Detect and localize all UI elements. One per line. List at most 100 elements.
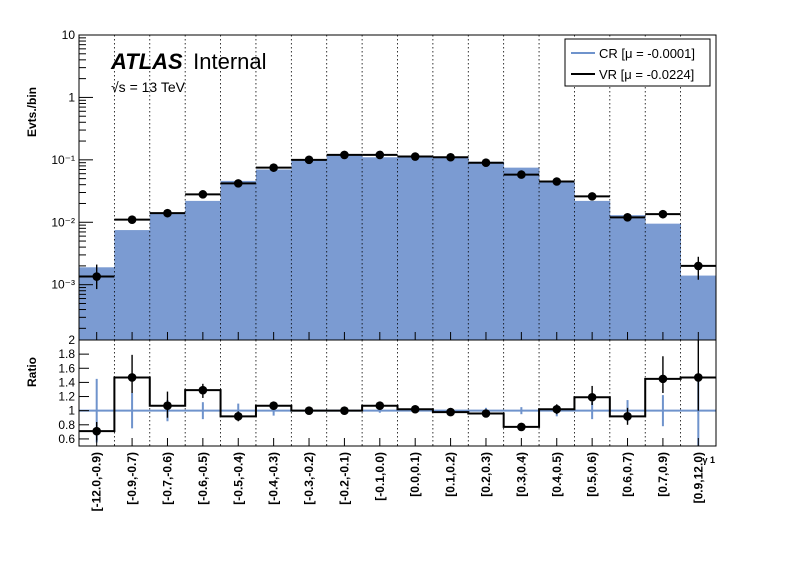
cr-bar	[114, 230, 151, 340]
ratio-y-axis-title: Ratio	[25, 357, 39, 387]
vr-point	[304, 155, 314, 165]
cr-histogram	[79, 154, 717, 340]
cr-bar	[680, 275, 717, 340]
main-y-tick-label: 10⁻¹	[51, 153, 75, 167]
vr-point	[517, 170, 526, 179]
ratio-y-axis: 0.60.811.21.41.61.82	[58, 333, 89, 446]
cr-bar	[362, 157, 398, 340]
vr-ratio-point	[623, 412, 632, 421]
vr-ratio-point	[658, 374, 668, 384]
category-label: [-0.1,0.0)	[373, 452, 387, 501]
main-x-ticks	[96, 332, 699, 340]
cr-bar	[220, 180, 257, 340]
main-y-axis: 10 1 10⁻¹ 10⁻² 10⁻³	[51, 28, 93, 329]
category-label: [-0.2,-0.1)	[337, 452, 351, 505]
legend-cr-label: CR [μ = -0.0001]	[599, 46, 695, 61]
vr-point	[375, 150, 385, 160]
category-label: [-0.5,-0.4)	[231, 452, 245, 505]
category-label: [0.4,0.5)	[550, 452, 564, 497]
cr-bar	[149, 213, 186, 340]
category-label: [-0.7,-0.6)	[160, 452, 174, 505]
vr-point	[552, 177, 562, 186]
vr-point	[233, 179, 243, 188]
vr-data-points	[79, 150, 716, 290]
vr-ratio-point	[446, 407, 455, 417]
category-label: [0.2,0.3)	[479, 452, 493, 497]
vr-point	[340, 150, 349, 160]
vr-point	[587, 192, 597, 201]
ratio-y-tick-label: 1.8	[58, 347, 75, 361]
ratio-y-tick-label: 0.6	[58, 432, 75, 446]
vr-ratio-point	[694, 373, 703, 382]
atlas-status-text: Internal	[193, 49, 266, 74]
atlas-label: ATLAS Internal	[110, 49, 267, 74]
category-label: [-0.3,-0.2)	[302, 452, 316, 505]
main-y-tick-label: 1	[68, 90, 75, 104]
legend: CR [μ = -0.0001] VR [μ = -0.0224]	[564, 38, 711, 87]
energy-label: √s = 13 TeV	[111, 79, 186, 95]
vr-ratio-point	[552, 404, 562, 414]
cr-bar	[432, 157, 469, 340]
vr-point	[92, 272, 101, 281]
category-label: [0.3,0.4)	[514, 452, 528, 497]
ratio-y-tick-label: 1.2	[58, 390, 75, 404]
vr-ratio-point	[517, 422, 526, 432]
category-label: [-0.9,-0.7)	[125, 452, 139, 505]
ratio-x-axis-title: γ 1	[702, 455, 715, 465]
cr-bar	[645, 223, 682, 340]
cr-bar	[574, 200, 611, 340]
category-label: [0.1,0.2)	[444, 452, 458, 497]
vr-ratio-point	[233, 412, 243, 421]
vr-point	[623, 213, 632, 222]
atlas-logo-text: ATLAS	[110, 49, 183, 74]
ratio-y-tick-label: 1.4	[58, 375, 75, 389]
cr-bar	[503, 167, 540, 340]
category-label: [0.9,12.0)	[691, 452, 705, 503]
cr-bar	[326, 154, 363, 340]
vr-ratio-point	[481, 409, 491, 418]
main-y-tick-label: 10⁻³	[51, 278, 75, 292]
main-y-tick-label: 10⁻²	[51, 215, 75, 229]
vr-ratio-point	[92, 426, 101, 436]
cr-bar	[539, 182, 575, 340]
vr-ratio-point	[127, 373, 137, 382]
vr-ratio-point	[410, 404, 420, 414]
category-label: [0.0,0.1)	[408, 452, 422, 497]
cr-bar	[255, 169, 292, 340]
cr-bar	[468, 161, 505, 340]
main-grid	[113, 35, 682, 340]
vr-point	[446, 152, 455, 162]
vr-point	[269, 163, 278, 172]
vr-ratio-point	[375, 401, 385, 411]
category-label: [0.6,0.7)	[621, 452, 635, 497]
ratio-y-tick-label: 1.6	[58, 361, 75, 375]
main-y-axis-title: Evts./bin	[25, 87, 39, 137]
vr-ratio-point	[587, 392, 597, 402]
vr-point	[658, 209, 668, 219]
vr-point	[410, 152, 420, 161]
cr-bar	[609, 215, 646, 340]
cr-bar	[397, 157, 434, 340]
category-labels: [-12.0,-0.9) [-0.9,-0.7) [-0.7,-0.6) [-0.6,…	[90, 452, 706, 511]
vr-ratio-point	[304, 406, 314, 415]
ratio-y-tick-label: 1	[68, 404, 75, 418]
vr-ratio-point	[269, 401, 278, 411]
cr-bar	[291, 159, 328, 340]
main-y-tick-label: 10	[62, 28, 76, 42]
category-label: [0.7,0.9)	[656, 452, 670, 497]
ratio-frame	[78, 339, 717, 447]
ratio-step-line	[79, 376, 716, 433]
ratio-vr-points	[79, 340, 716, 441]
category-label: [-12.0,-0.9)	[90, 452, 104, 511]
vr-point	[198, 190, 208, 199]
ratio-y-tick-label: 0.8	[58, 418, 75, 432]
category-label: [-0.6,-0.5)	[196, 452, 210, 505]
vr-point	[127, 215, 137, 224]
vr-point	[481, 158, 491, 168]
ratio-y-tick-label: 2	[68, 333, 75, 347]
legend-box	[564, 38, 711, 87]
ratio-x-ticks	[96, 438, 699, 446]
cr-bar	[185, 200, 221, 340]
category-label: [-0.4,-0.3)	[267, 452, 281, 505]
